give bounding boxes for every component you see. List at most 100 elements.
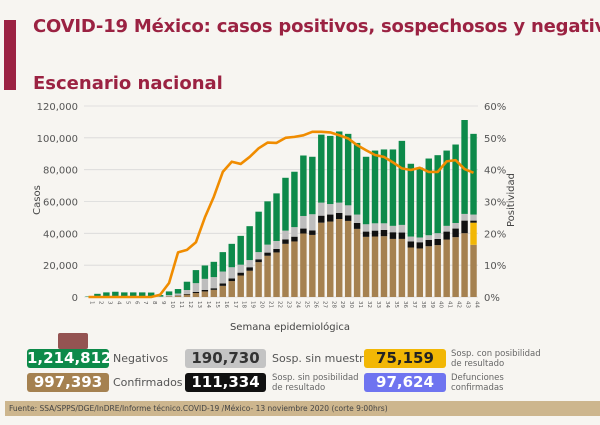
- bar-confirmados: [201, 291, 209, 297]
- bar-sin_muestra: [380, 223, 388, 230]
- bar-sin_posibilidad: [300, 228, 307, 234]
- y2-tick-label: 60%: [484, 102, 506, 113]
- x-tick-label: 5: [124, 301, 130, 305]
- bar-sin_muestra: [416, 237, 424, 243]
- x-tick-label: 9: [160, 301, 166, 305]
- x-tick-label: 2: [97, 301, 103, 305]
- bar-negativos: [174, 289, 182, 294]
- x-tick-label: 18: [241, 301, 247, 308]
- bar-confirmados: [443, 239, 450, 297]
- x-tick-label: 8: [151, 301, 157, 305]
- x-tick-label: 20: [259, 301, 265, 308]
- bar-confirmados: [183, 294, 191, 297]
- bar-confirmados: [353, 228, 361, 297]
- legend-defunciones-label: Defunciones confirmadas: [451, 373, 504, 393]
- bar-confirmados: [434, 245, 441, 297]
- bar-confirmados: [452, 237, 459, 297]
- y2-tick-label: 50%: [484, 134, 506, 145]
- bar-negativos: [470, 133, 477, 215]
- x-tick-label: 31: [357, 301, 363, 308]
- x-axis-label: Semana epidemiológica: [230, 321, 350, 333]
- x-tick-label: 6: [133, 301, 139, 305]
- bar-sin_posibilidad: [264, 252, 271, 256]
- bar-sin_muestra: [434, 233, 441, 239]
- x-tick-label: 32: [366, 301, 372, 308]
- bar-negativos: [371, 150, 379, 224]
- bar-negativos: [210, 261, 218, 278]
- bar-confirmados: [380, 236, 388, 297]
- x-tick-label: 40: [438, 301, 444, 308]
- x-tick-label: 7: [142, 301, 148, 305]
- bar-confirmados: [344, 220, 352, 297]
- bar-sin_muestra: [318, 202, 325, 216]
- bar-confirmados: [210, 289, 218, 297]
- bar-confirmados: [228, 281, 235, 297]
- bar-sin_posibilidad: [192, 291, 200, 294]
- bar-negativos: [273, 193, 280, 241]
- x-tick-label: 16: [223, 301, 229, 308]
- bar-sin_muestra: [219, 271, 227, 284]
- bar-con_posibilidad: [470, 222, 477, 245]
- bar-negativos: [130, 292, 137, 297]
- x-tick-label: 24: [294, 301, 300, 308]
- bar-sin_muestra: [264, 244, 271, 253]
- bar-sin_muestra: [335, 202, 343, 213]
- bar-sin_muestra: [228, 267, 235, 279]
- bar-confirmados: [291, 241, 298, 297]
- bar-sin_posibilidad: [291, 236, 298, 242]
- x-tick-label: 25: [303, 301, 309, 308]
- bar-sin_muestra: [174, 293, 182, 296]
- x-tick-label: 26: [312, 301, 318, 308]
- y2-tick-label: 30%: [484, 198, 506, 209]
- y2-tick-label: 10%: [484, 261, 506, 272]
- x-tick-label: 28: [330, 301, 336, 308]
- bar-sin_posibilidad: [470, 220, 477, 223]
- x-tick-label: 23: [285, 301, 291, 308]
- bar-negativos: [183, 281, 191, 290]
- chart: 0 20,000 40,000 60,000 80,000 100,000 120,000 0…: [32, 102, 517, 333]
- x-tick-label: 10: [169, 301, 175, 308]
- x-tick-label: 42: [456, 301, 462, 308]
- x-tick-label: 3: [106, 301, 112, 305]
- bar-sin_muestra: [425, 235, 432, 240]
- bar-sin_posibilidad: [327, 214, 334, 222]
- bar-sin_posibilidad: [371, 230, 379, 237]
- accent-bar: [4, 20, 16, 90]
- bar-negativos: [138, 292, 146, 297]
- bar-sin_posibilidad: [237, 272, 244, 276]
- bar-confirmados: [318, 222, 325, 297]
- bar-negativos: [309, 156, 316, 215]
- bar-confirmados: [461, 233, 468, 297]
- y-axis-label: Casos: [32, 185, 43, 215]
- bar-negativos: [407, 163, 415, 237]
- bar-negativos: [255, 211, 262, 253]
- bar-negativos: [165, 291, 173, 296]
- bar-negativos: [219, 252, 227, 272]
- x-tick-label: 22: [277, 301, 283, 308]
- bar-sin_posibilidad: [219, 283, 227, 286]
- x-tick-label: 41: [447, 301, 453, 308]
- bar-confirmados: [309, 234, 316, 297]
- x-tick-label: 30: [348, 301, 354, 308]
- bar-negativos: [327, 135, 334, 205]
- bar-sin_muestra: [327, 204, 334, 215]
- x-tick-label: 15: [214, 301, 220, 308]
- bar-sin_muestra: [443, 225, 450, 232]
- x-tick-label: 12: [187, 301, 193, 308]
- bar-sin_posibilidad: [255, 259, 262, 263]
- bar-sin_posibilidad: [183, 293, 191, 295]
- bar-confirmados: [300, 233, 307, 297]
- x-tick-label: 11: [178, 301, 184, 308]
- bar-confirmados: [237, 275, 244, 297]
- bar-confirmados: [273, 252, 280, 297]
- bar-negativos: [362, 156, 370, 225]
- bar-sin_posibilidad: [201, 289, 209, 292]
- x-tick-label: 37: [411, 301, 417, 308]
- bar-negativos: [112, 291, 119, 297]
- y-tick-label: 0: [72, 293, 78, 304]
- bar-sin_muestra: [344, 205, 352, 216]
- bar-confirmados: [219, 285, 227, 297]
- bar-negativos: [380, 149, 388, 224]
- legend-sin-muestra-value: 190,730: [185, 349, 266, 368]
- bar-confirmados: [192, 293, 200, 297]
